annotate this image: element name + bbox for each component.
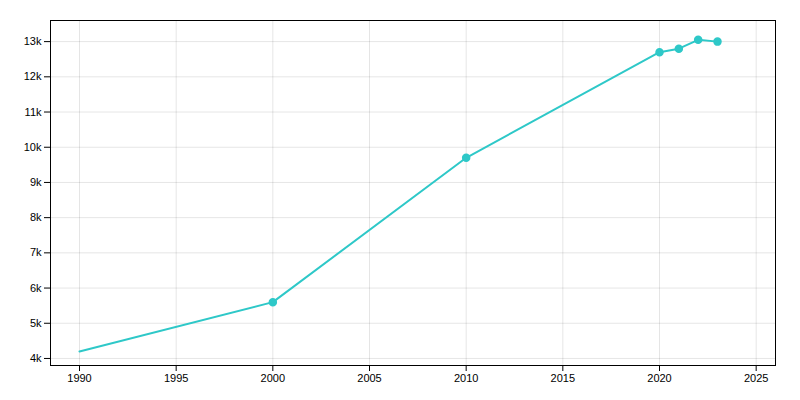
- svg-text:10k: 10k: [24, 141, 42, 153]
- svg-text:2015: 2015: [551, 372, 575, 384]
- svg-text:9k: 9k: [30, 176, 42, 188]
- svg-text:6k: 6k: [30, 282, 42, 294]
- svg-text:11k: 11k: [25, 106, 42, 118]
- svg-text:1990: 1990: [67, 372, 91, 384]
- svg-text:2005: 2005: [357, 372, 381, 384]
- svg-text:8k: 8k: [30, 211, 42, 223]
- svg-text:2010: 2010: [454, 372, 478, 384]
- svg-text:2020: 2020: [647, 372, 671, 384]
- svg-text:13k: 13k: [24, 35, 42, 47]
- svg-text:2000: 2000: [261, 372, 285, 384]
- svg-text:12k: 12k: [24, 70, 42, 82]
- svg-text:5k: 5k: [30, 317, 42, 329]
- svg-text:4k: 4k: [30, 352, 42, 364]
- svg-text:7k: 7k: [30, 246, 42, 258]
- svg-text:2025: 2025: [744, 372, 768, 384]
- svg-text:1995: 1995: [164, 372, 188, 384]
